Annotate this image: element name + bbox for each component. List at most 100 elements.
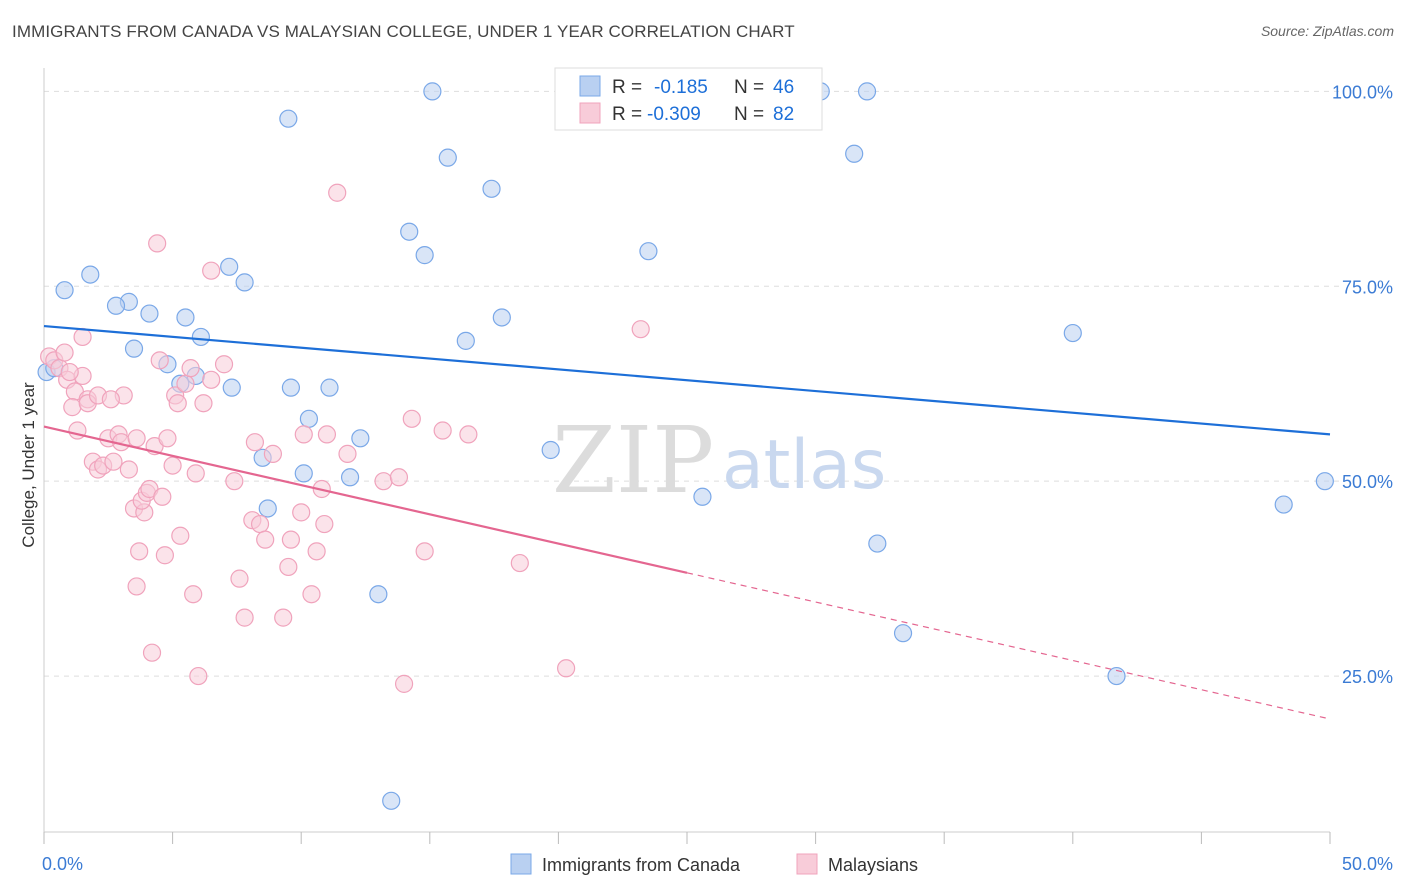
data-point: [258, 499, 277, 518]
data-point: [119, 460, 138, 479]
data-point: [222, 378, 241, 397]
data-point: [338, 444, 357, 463]
data-point: [230, 569, 249, 588]
data-point: [194, 394, 213, 413]
data-point: [415, 246, 434, 265]
data-point: [202, 370, 221, 389]
data-point: [1274, 495, 1293, 514]
data-point: [155, 546, 174, 565]
data-point: [176, 308, 195, 327]
data-point: [158, 429, 177, 448]
data-point: [299, 409, 319, 428]
data-point: [382, 791, 401, 810]
chart-source: Source: ZipAtlas.com: [1260, 23, 1394, 39]
legend-swatch-canada: [510, 853, 532, 875]
data-point: [893, 624, 913, 643]
legend-swatch-malaysians: [796, 853, 818, 875]
data-point: [369, 585, 388, 604]
data-point: [456, 331, 475, 350]
data-point: [73, 327, 92, 347]
data-point: [351, 429, 370, 448]
data-point: [402, 409, 421, 428]
data-point: [557, 659, 576, 678]
data-point: [60, 362, 79, 382]
data-point: [148, 234, 167, 253]
data-point: [163, 456, 182, 475]
series-malaysians-points: [40, 183, 650, 693]
data-point: [81, 265, 100, 284]
y-tick-labels: 100.0% 75.0% 50.0% 25.0%: [1332, 82, 1393, 687]
data-point: [857, 82, 877, 101]
data-point: [171, 526, 190, 545]
data-point: [389, 468, 409, 487]
data-point: [104, 452, 123, 471]
data-point: [415, 542, 434, 561]
data-point: [845, 144, 864, 163]
y-tick-label: 50.0%: [1342, 472, 1393, 492]
data-point: [281, 378, 301, 397]
data-point: [639, 242, 658, 261]
data-point: [693, 487, 712, 506]
legend-label-malaysians: Malaysians: [828, 855, 918, 875]
data-point: [492, 308, 511, 327]
data-point: [181, 359, 200, 378]
stats-legend: R = -0.185 N = 46 R = -0.309 N = 82: [554, 67, 823, 131]
data-point: [214, 355, 234, 374]
data-point: [317, 425, 337, 444]
data-point: [150, 351, 169, 370]
data-point: [328, 183, 347, 202]
stats-swatch-canada: [579, 75, 601, 97]
data-point: [281, 530, 301, 549]
series-immigrants-from-canada-points: [37, 82, 1334, 810]
stats-r-value-malaysians: -0.309: [647, 104, 701, 125]
data-point: [294, 425, 313, 444]
y-tick-label: 75.0%: [1342, 277, 1393, 297]
data-point: [400, 222, 419, 241]
trend-lines: [43, 324, 1331, 720]
data-point: [433, 421, 452, 440]
data-point: [482, 179, 501, 198]
y-tick-label: 100.0%: [1332, 82, 1393, 102]
data-point: [186, 464, 205, 483]
y-tick-label: 25.0%: [1342, 667, 1393, 687]
y-axis-label: College, Under 1 year: [19, 382, 38, 548]
x-ticks: 0.0% 50.0%: [42, 832, 1393, 874]
data-point: [1315, 472, 1334, 491]
x-tick-label: 0.0%: [42, 854, 83, 874]
stats-n-value-malaysians: 82: [773, 104, 794, 125]
data-point: [292, 503, 311, 522]
data-point: [101, 390, 120, 409]
trend-line-extension: [686, 572, 1331, 720]
data-point: [235, 273, 254, 292]
data-point: [235, 608, 254, 627]
data-point: [279, 109, 298, 128]
trend-line: [43, 324, 1331, 436]
data-point: [263, 444, 283, 463]
data-point: [191, 327, 210, 347]
data-point: [307, 542, 326, 561]
data-point: [55, 343, 74, 362]
data-point: [130, 542, 149, 561]
data-point: [868, 534, 887, 553]
data-point: [340, 468, 360, 487]
data-point: [184, 585, 203, 604]
data-point: [176, 374, 195, 393]
data-point: [423, 82, 442, 101]
data-point: [142, 643, 162, 662]
data-point: [374, 472, 393, 491]
data-point: [459, 425, 478, 444]
data-point: [225, 472, 244, 491]
data-point: [140, 304, 159, 323]
data-point: [294, 464, 313, 483]
data-point: [315, 514, 334, 534]
watermark-atlas: atlas: [722, 426, 886, 505]
data-point: [631, 320, 650, 339]
x-tick-label: 50.0%: [1342, 854, 1393, 874]
data-point: [55, 281, 74, 300]
data-point: [220, 257, 239, 276]
stats-n-label-malaysians: N =: [734, 104, 764, 125]
stats-swatch-malaysians: [579, 102, 601, 124]
bottom-legend: Immigrants from Canada Malaysians: [510, 853, 918, 875]
trend-line: [43, 425, 688, 574]
data-point: [1063, 323, 1082, 343]
